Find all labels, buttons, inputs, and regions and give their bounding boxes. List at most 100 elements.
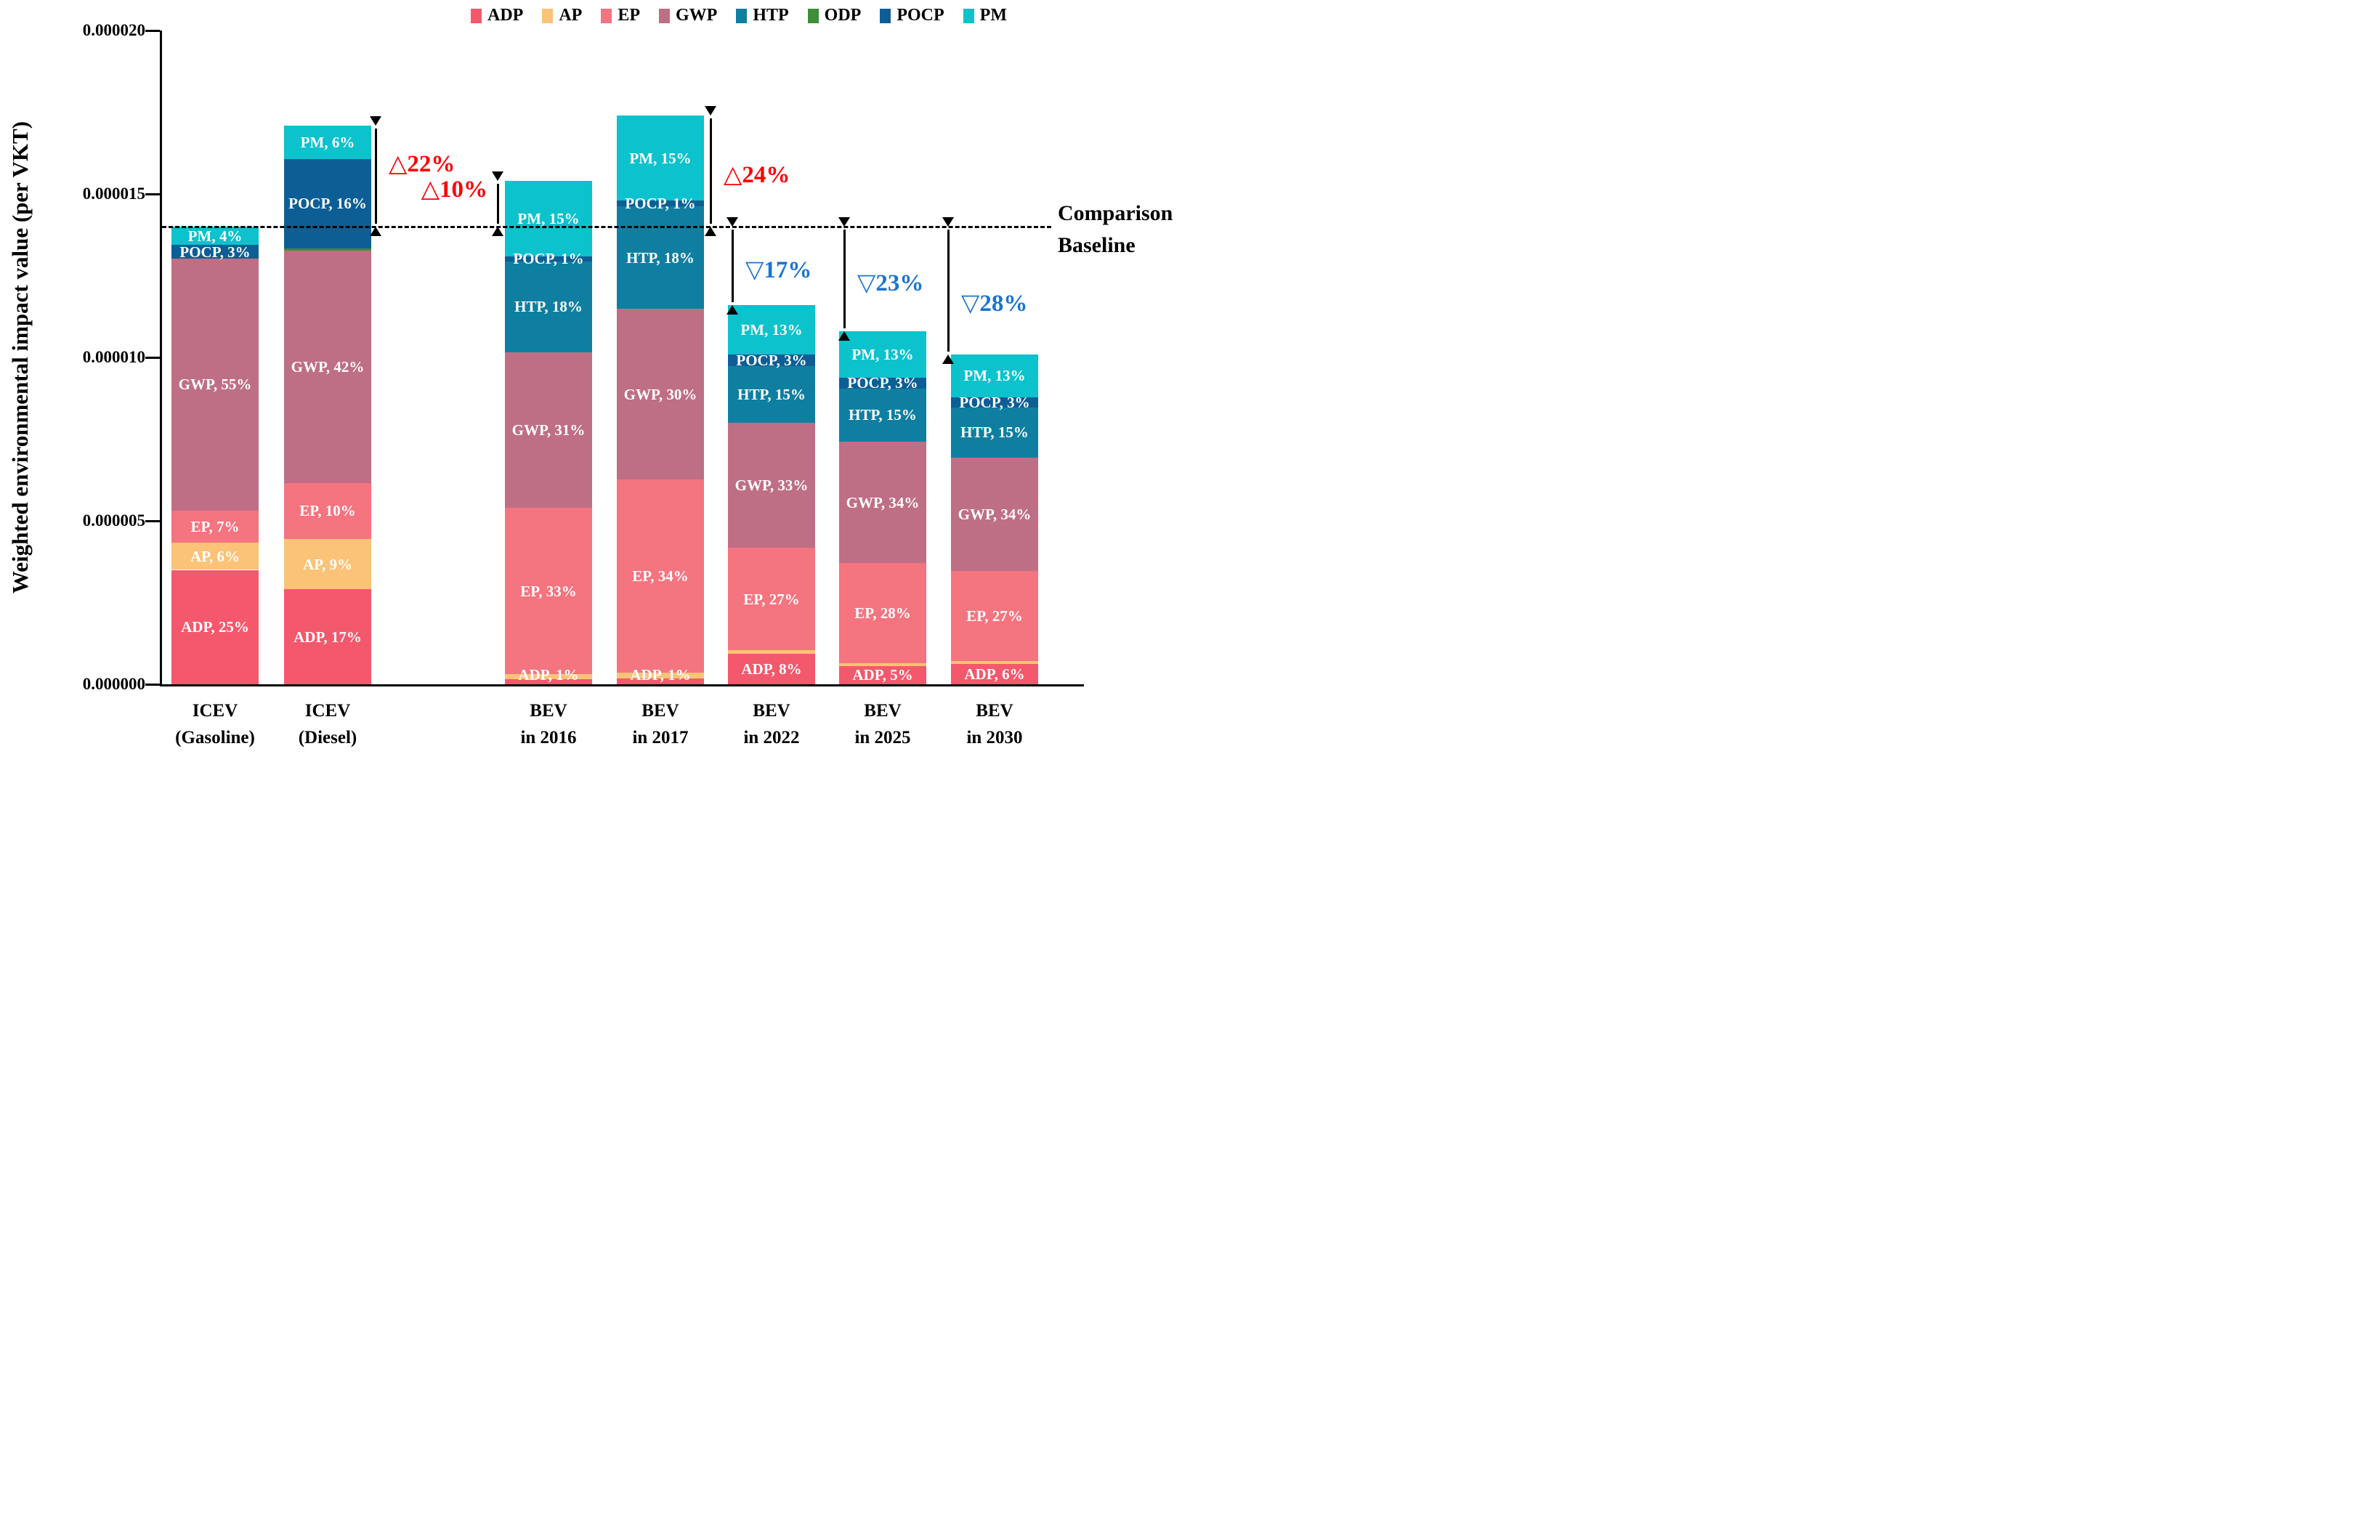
legend-label: HTP [753,6,789,25]
bar-segment-ap [728,650,815,654]
bar-segment-pocp [839,377,926,389]
y-axis-tick [145,30,160,32]
delta-annotation: △10% [421,176,487,203]
x-category-label: BEV in 2016 [469,697,628,751]
bar-segment-htp [951,407,1038,458]
legend-item-ep: EP [601,6,640,25]
bar-segment-htp [839,388,926,442]
bar-segment-label: EP, 10% [299,502,356,520]
bar-segment-pm [284,125,371,159]
delta-arrow-head-top [726,217,738,227]
legend-label: ADP [487,6,524,25]
delta-arrow-head-top [370,115,381,126]
bar-segment-ep [839,563,926,663]
x-category-label: ICEV (Gasoline) [135,697,295,751]
bar-segment-label: ADP, 5% [852,666,913,684]
bar-segment-label: HTP, 15% [849,406,917,424]
bar-segment-label: POCP, 16% [288,195,367,213]
bar-segment-ap [284,538,371,590]
bar-segment-label: EP, 28% [854,604,911,622]
y-axis-tick-label: 0.000020 [82,21,145,39]
x-category-line: in 2030 [966,728,1023,747]
bar-segment-label: ADP, 8% [741,660,802,678]
bar-segment-label: ADP, 25% [181,618,249,636]
bar-segment-label: AP, 9% [302,555,353,573]
legend-swatch-icon [471,8,482,23]
legend-swatch-icon [807,8,819,23]
bar-segment-label: ADP, 1% [630,666,691,684]
x-category-line: (Gasoline) [175,728,255,747]
y-axis-tick [145,684,160,686]
x-category-label: BEV in 2022 [692,697,851,751]
legend-swatch-icon [542,8,554,23]
bar-segment-label: HTP, 18% [626,248,695,267]
bar-segment-ep [728,548,815,651]
bar-segment-label: PM, 13% [963,367,1026,385]
bar-segment-label: GWP, 33% [734,476,809,494]
legend-item-ap: AP [542,6,582,25]
bar-segment-label: GWP, 42% [291,357,365,376]
y-axis-tick-label: 0.000005 [82,511,145,530]
bar-segment-htp [505,261,592,352]
legend-item-pocp: POCP [880,6,944,25]
bar-segment-gwp [951,457,1038,571]
x-category-line: ICEV [304,701,351,721]
x-category-label: BEV in 2025 [803,697,963,751]
x-category-line: BEV [864,701,902,721]
bar-segment-label: HTP, 15% [960,423,1029,442]
bar-segment-pocp [728,354,815,366]
bar-segment-pocp [284,158,371,248]
bar-segment-label: GWP, 34% [958,505,1032,523]
bar-segment-gwp [839,442,926,564]
bar-segment-label: HTP, 15% [737,385,806,403]
delta-annotation: △24% [724,161,790,188]
bar-segment-label: POCP, 3% [179,243,251,261]
delta-arrow-head-bottom [838,331,850,341]
bar-segment-odp [284,248,371,251]
bar-segment-label: PM, 15% [629,149,692,167]
delta-arrow-line [843,230,846,328]
x-category-line: ICEV [192,701,238,721]
delta-arrow-line [496,184,499,224]
bar-segment-ap [171,542,259,570]
bar-segment-ap [617,673,704,679]
delta-arrow-head-top [705,106,716,115]
delta-arrow-head-top [492,171,503,181]
bar-segment-label: EP, 7% [190,517,240,535]
y-axis-line [160,31,162,686]
delta-arrow-line [731,230,734,302]
delta-arrow-head-bottom [370,227,381,236]
bar-segment-htp [728,365,815,423]
legend-item-odp: ODP [807,6,862,25]
bar-segment-pm [617,115,704,201]
bar-segment-pm [171,227,259,246]
legend-swatch-icon [601,8,612,23]
delta-annotation: ▽17% [745,257,812,283]
comparison-baseline-line1: Comparison [1058,201,1173,225]
delta-annotation: △22% [389,151,456,178]
bar-segment-htp [617,206,704,309]
delta-annotation: ▽23% [857,270,924,296]
legend-item-gwp: GWP [659,6,717,25]
bar-segment-label: AP, 6% [190,547,240,565]
comparison-baseline-label: Comparison Baseline [1058,198,1173,262]
x-category-label: ICEV (Diesel) [248,697,408,751]
bar-segment-adp [839,666,926,684]
x-category-line: in 2017 [632,728,689,747]
bar-segment-pocp [171,245,259,259]
delta-arrow-head-bottom [726,305,738,315]
legend-label: ODP [824,6,862,25]
bar-segment-gwp [171,259,259,511]
legend-item-pm: PM [963,6,1007,25]
bar-segment-gwp [505,352,592,508]
legend-label: POCP [896,6,944,25]
bar-segment-adp [505,679,592,684]
delta-arrow-head-top [838,217,850,227]
bar-segment-label: GWP, 34% [846,493,920,511]
y-axis-tick [145,193,160,195]
y-axis-tick-label: 0.000000 [82,675,145,693]
bar-segment-pm [951,354,1038,398]
y-axis-tick [145,357,160,359]
bar-segment-label: POCP, 1% [513,250,584,268]
bar-segment-label: EP, 27% [743,590,800,608]
